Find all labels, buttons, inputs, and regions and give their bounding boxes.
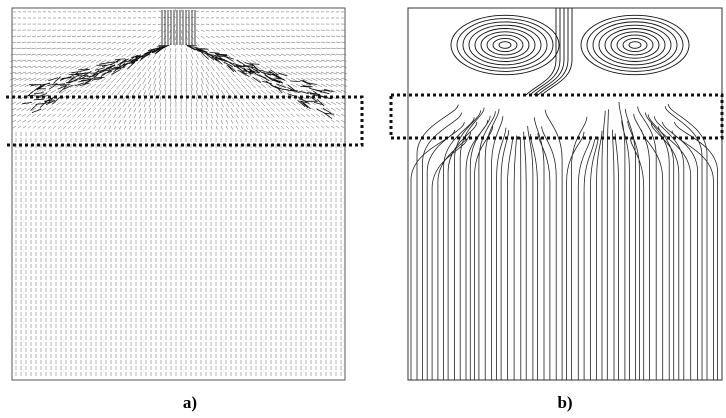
panel-label: b) (557, 393, 572, 412)
panel-label: a) (183, 393, 197, 412)
panel-a-frame (12, 8, 345, 380)
panel-b-frame (408, 8, 722, 380)
